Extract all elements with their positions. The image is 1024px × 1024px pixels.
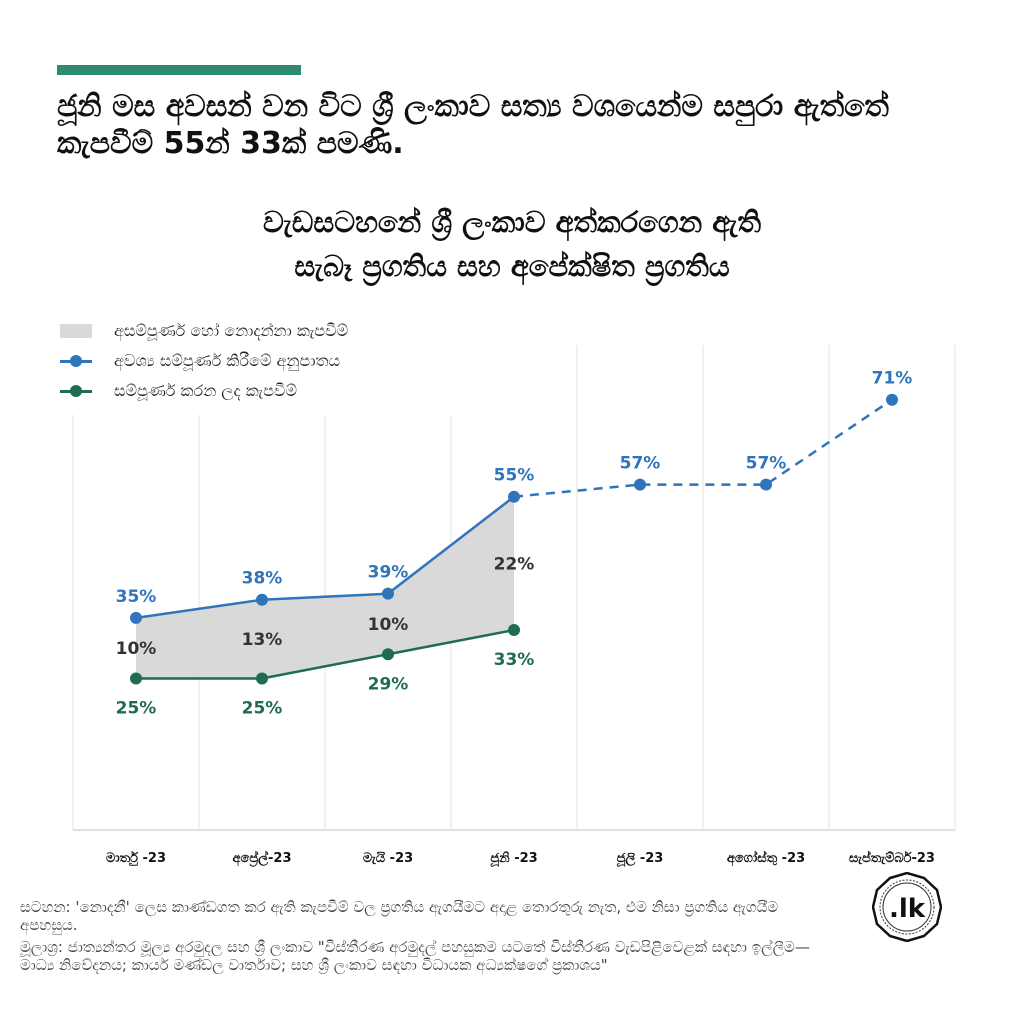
required-rate-point <box>634 478 646 491</box>
completed-label: 25% <box>116 699 157 719</box>
required-rate-point <box>886 393 898 406</box>
required-rate-point <box>508 490 520 503</box>
x-tick-label: ජූනි -23 <box>490 850 538 867</box>
required-rate-label: 38% <box>242 569 283 589</box>
gap-label: 10% <box>116 639 157 659</box>
notes: සටහන: 'නොදනී' ලෙස කාණ්ඩගත කර ඇති කැපවීම්… <box>20 898 840 978</box>
gap-label: 22% <box>494 554 535 574</box>
required-rate-label: 71% <box>872 369 913 389</box>
legend-item-gap: අසම්පූර්ණ හෝ නොදන්නා කැපවීම් <box>60 316 348 346</box>
required-rate-projected-line <box>513 398 893 498</box>
legend-swatch-area <box>60 324 92 338</box>
gap-area <box>136 496 514 679</box>
gap-label: 13% <box>242 630 283 650</box>
required-rate-label: 57% <box>746 454 787 474</box>
chart-legend: අසම්පූර්ණ හෝ නොදන්නා කැපවීම් අවශ්‍ය සම්ප… <box>60 316 348 406</box>
legend-line-marker-blue <box>60 354 92 368</box>
lk-logo: .lk <box>872 872 942 942</box>
chart-title: වැඩසටහනේ ශ්‍රී ලංකාව අත්කරගෙන ඇති සැබෑ ප… <box>80 200 944 288</box>
x-tick-label: අගෝස්තු -23 <box>727 849 805 867</box>
completed-point <box>382 648 394 661</box>
x-tick-label: අප්‍රේල්-23 <box>232 849 291 867</box>
source-text: මූලාශ්‍ර: ජාත්‍යන්තර මූල්‍ය අරමුදල සහ ශ්… <box>20 938 810 974</box>
logo-text: .lk <box>889 894 926 924</box>
chart-title-line-1: වැඩසටහනේ ශ්‍රී ලංකාව අත්කරගෙන ඇති <box>262 205 762 239</box>
required-rate-point <box>256 593 268 606</box>
legend-label: අසම්පූර්ණ හෝ නොදන්නා කැපවීම් <box>114 321 349 340</box>
x-tick-label: මාර්තු -23 <box>106 850 166 867</box>
required-rate-point <box>130 611 142 624</box>
legend-line-marker-green <box>60 384 92 398</box>
completed-label: 29% <box>368 674 409 694</box>
completed-label: 25% <box>242 699 283 719</box>
x-tick-label: සැප්තැම්බර්-23 <box>849 849 935 866</box>
accent-bar <box>57 65 301 75</box>
required-rate-point <box>382 587 394 600</box>
legend-item-completed: සම්පූර්ණ කරන ලද කැපවීම් <box>60 376 348 406</box>
legend-label: සම්පූර්ණ කරන ලද කැපවීම් <box>114 381 297 400</box>
x-tick-label: මැයි -23 <box>363 850 413 866</box>
legend-item-required: අවශ්‍ය සම්පූර්ණ කිරීමේ අනුපාතය <box>60 346 348 376</box>
note-text: සටහන: 'නොදනී' ලෙස කාණ්ඩගත කර ඇති කැපවීම්… <box>20 898 779 934</box>
x-tick-label: ජූලි -23 <box>616 851 663 867</box>
required-rate-label: 39% <box>368 563 409 583</box>
required-rate-label: 35% <box>116 587 157 607</box>
completed-label: 33% <box>494 650 535 670</box>
completed-point <box>508 624 520 637</box>
required-rate-label: 55% <box>494 466 535 486</box>
headline: ජූනි මස අවසන් වන විට ශ්‍රී ලංකාව සත්‍ය ව… <box>57 89 889 161</box>
completed-point <box>130 672 142 685</box>
required-rate-point <box>760 478 772 491</box>
completed-point <box>256 672 268 685</box>
required-rate-label: 57% <box>620 454 661 474</box>
completed-line <box>136 628 515 680</box>
chart-title-line-2: සැබෑ ප්‍රගතිය සහ අපේක්ෂිත ප්‍රගතිය <box>294 249 730 283</box>
gap-label: 10% <box>368 615 409 635</box>
legend-label: අවශ්‍ය සම්පූර්ණ කිරීමේ අනුපාතය <box>114 351 340 370</box>
required-rate-line <box>135 495 515 620</box>
